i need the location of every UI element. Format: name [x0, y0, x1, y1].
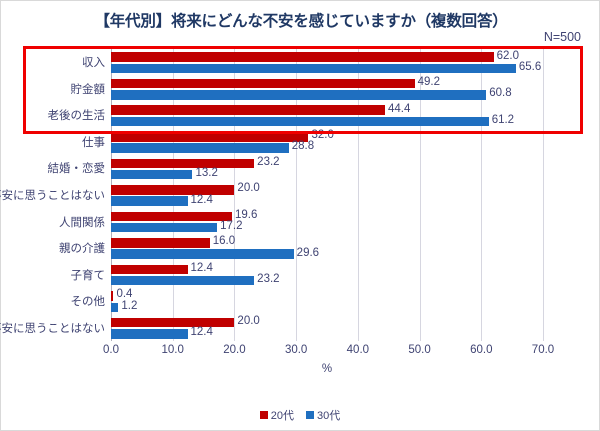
x-tick-label: 0.0: [103, 344, 119, 356]
bar-value-label: 61.2: [491, 113, 515, 126]
chart-title: 【年代別】将来にどんな不安を感じていますか（複数回答）: [94, 13, 508, 30]
chart-legend: 20代 30代: [1, 407, 599, 423]
bar-30代: [111, 302, 119, 312]
chart-row: 不安に思うことはない 20.0 12.4: [0, 314, 543, 341]
chart-row: 老後の生活 44.4 61.2: [48, 102, 543, 129]
bar-30代: [111, 90, 487, 100]
chart-row: 収入 62.0 65.6: [82, 49, 543, 76]
legend-item-20代[interactable]: 20代: [259, 407, 294, 423]
gridline-30.0: [296, 49, 298, 341]
gridline-20.0: [234, 49, 236, 341]
gridline-50.0: [419, 49, 421, 341]
category-label: 親の介護: [59, 243, 105, 256]
x-axis-title: %: [321, 363, 333, 375]
bar-30代: [111, 169, 193, 180]
bar-value-label: 29.6: [296, 246, 320, 259]
x-tick-label: 70.0: [531, 344, 555, 356]
category-label: 人間関係: [59, 216, 105, 229]
chart-row: その他 0.4 1.2: [71, 288, 543, 315]
bar-value-label: 19.6: [234, 208, 258, 221]
category-label: 不安に思うことはない: [0, 189, 105, 202]
sample-size-annotation: N=500: [543, 30, 581, 44]
bar-value-label: 44.4: [388, 102, 411, 115]
bar-value-label: 23.2: [257, 273, 280, 286]
x-axis: 0.0 10.0 20.0 30.0 40.0 50.0 60.0 70.0: [103, 344, 554, 362]
bar-20代: [111, 211, 232, 222]
bar-value-label: 60.8: [489, 87, 512, 100]
bar-value-label: 49.2: [417, 76, 441, 89]
bar-30代: [111, 196, 188, 206]
bar-20代: [111, 158, 255, 169]
x-tick-label: 50.0: [408, 344, 431, 356]
bar-value-label: 16.0: [212, 235, 236, 248]
x-tick-label: 30.0: [284, 344, 308, 356]
bar-value-label: 17.2: [220, 220, 243, 233]
category-label: 老後の生活: [47, 110, 106, 123]
bar-20代: [111, 291, 114, 301]
category-label: 収入: [82, 57, 105, 70]
bar-value-label: 12.4: [190, 193, 213, 206]
category-label: 仕事: [82, 136, 105, 149]
chart-row: 仕事 32.0 28.8: [82, 129, 543, 156]
gridline-0.0: [111, 49, 112, 341]
bar-value-label: 13.2: [195, 166, 218, 179]
bar-30代: [111, 63, 516, 74]
legend-label: 30代: [317, 410, 341, 422]
bar-30代: [111, 116, 489, 127]
bar-value-label: 0.4: [116, 288, 133, 301]
bar-30代: [111, 222, 218, 233]
x-tick-label: 10.0: [161, 344, 184, 356]
category-label: 貯金額: [70, 83, 106, 96]
category-label: 不安に思うことはない: [0, 322, 105, 335]
x-tick-label: 40.0: [346, 344, 370, 356]
bar-20代: [111, 132, 309, 142]
chart-row: 結婚・恋愛 23.2 13.2: [48, 155, 543, 182]
chart-row: 親の介護 16.0 29.6: [59, 235, 543, 262]
bar-value-label: 28.8: [291, 140, 315, 153]
category-label: その他: [70, 296, 106, 309]
gridline-60.0: [481, 49, 483, 341]
gridline-10.0: [172, 49, 174, 341]
bar-30代: [111, 329, 188, 339]
bar-30代: [111, 275, 255, 286]
bar-30代: [111, 143, 289, 153]
bar-20代: [111, 78, 415, 89]
bar-20代: [111, 105, 385, 115]
legend-swatch-icon: [306, 411, 314, 419]
x-tick-label: 20.0: [223, 344, 246, 356]
bar-20代: [111, 317, 235, 328]
legend-swatch-icon: [259, 411, 268, 419]
bar-value-label: 62.0: [496, 49, 520, 62]
bar-value-label: 20.0: [237, 182, 260, 195]
bar-value-label: 12.4: [190, 326, 213, 339]
bar-value-label: 1.2: [121, 299, 138, 312]
chart-row: 貯金額 49.2 60.8: [71, 76, 543, 103]
legend-label: 20代: [270, 410, 294, 422]
chart-row: 不安に思うことはない 20.0 12.4: [0, 182, 543, 209]
bar-20代: [111, 185, 235, 195]
legend-item-30代[interactable]: 30代: [306, 407, 340, 423]
plot-area: 収入 62.0 65.6 貯金額 49.2 60.8 老後の生活 44.4 61.2 仕事 32.0…: [0, 49, 544, 341]
bar-value-label: 32.0: [311, 129, 334, 142]
bar-value-label: 23.2: [257, 155, 280, 168]
category-label: 子育て: [70, 269, 106, 282]
bar-value-label: 65.6: [518, 60, 542, 73]
bar-20代: [111, 238, 210, 248]
chart-row: 人間関係 19.6 17.2: [59, 208, 543, 235]
gridline-70.0: [543, 49, 544, 341]
chart-row: 子育て 12.4 23.2: [71, 261, 543, 288]
category-label: 結婚・恋愛: [47, 163, 106, 176]
bar-value-label: 20.0: [237, 314, 260, 327]
bar-value-label: 12.4: [190, 261, 213, 274]
gridline-40.0: [357, 49, 359, 341]
bar-20代: [111, 264, 188, 275]
bar-20代: [111, 52, 494, 62]
bar-30代: [111, 249, 294, 259]
x-tick-label: 60.0: [470, 344, 493, 356]
